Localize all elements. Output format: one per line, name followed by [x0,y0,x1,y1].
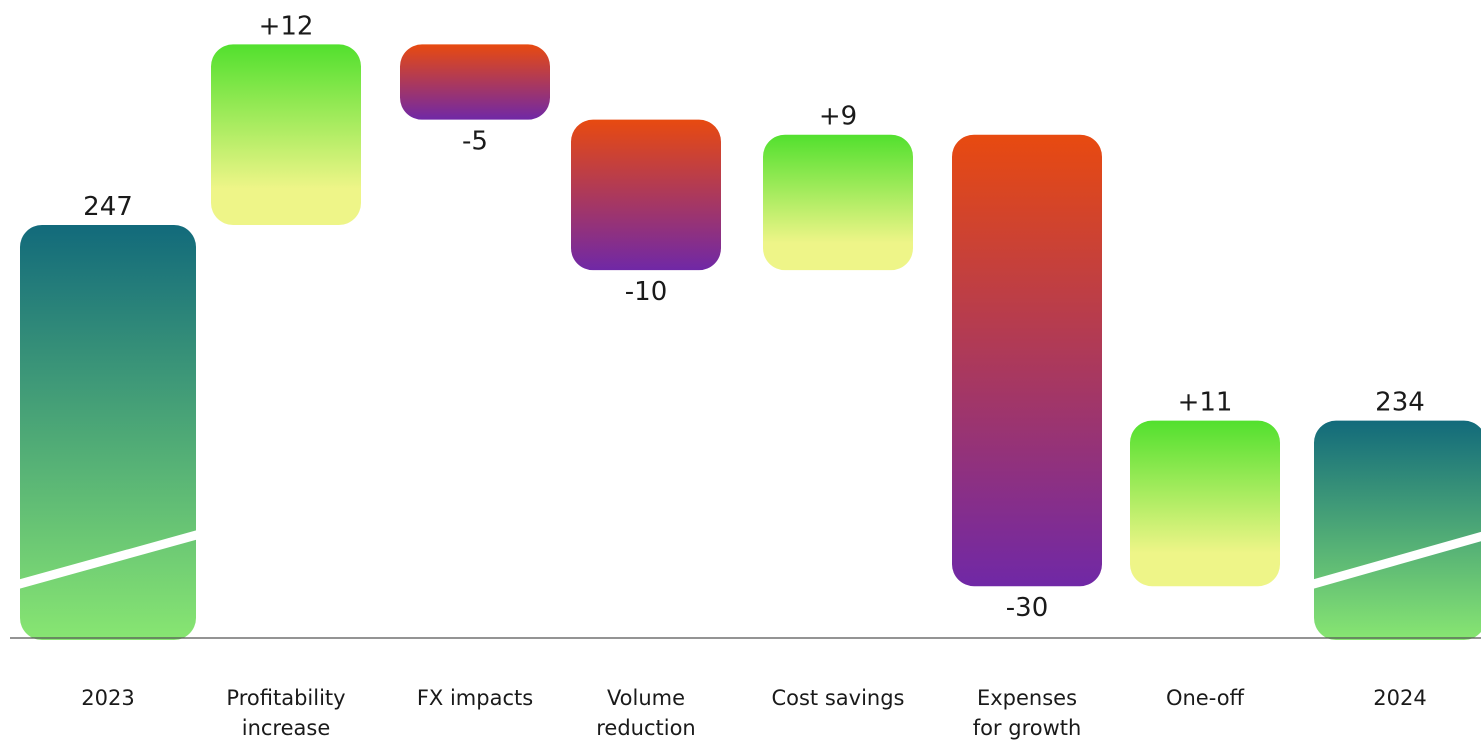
category-label-line: 2023 [81,686,134,710]
category-label-line: reduction [596,716,696,740]
category-label-one-off: One-off [1166,686,1245,710]
category-label-profitability-increase: Profitability increase [226,686,345,740]
bar-cost-savings [763,134,913,271]
category-label-line: Expenses [977,686,1077,710]
category-label-line: One-off [1166,686,1245,710]
value-label-cost-savings: +9 [819,102,857,132]
category-label-line: Profitability [226,686,345,710]
category-label-fx-impacts: FX impacts [417,686,533,710]
bar-profitability-increase [211,44,361,226]
category-label-line: Cost savings [771,686,904,710]
value-label-one-off: +11 [1178,388,1233,418]
value-labels-group: 247 +12 -5 -10 +9 -30 +11 234 [83,11,1425,623]
bar-one-off [1130,420,1280,587]
bar-fx-impacts [400,44,550,120]
bar-2024 [1314,420,1481,640]
category-label-cost-savings: Cost savings [771,686,904,710]
value-label-expenses-for-growth: -30 [1006,593,1048,623]
category-label-line: 2024 [1373,686,1426,710]
value-label-2023: 247 [83,192,133,222]
bars-group [14,44,1481,640]
category-label-line: for growth [973,716,1082,740]
category-labels-group: 2023 Profitability increase FX impacts Volum… [81,686,1426,740]
axis-break-2024 [1308,531,1481,590]
category-label-line: Volume [607,686,685,710]
bar-2023 [20,225,196,640]
value-label-fx-impacts: -5 [462,127,488,157]
category-label-expenses-for-growth: Expenses for growth [973,686,1082,740]
category-label-2023: 2023 [81,686,134,710]
category-label-volume-reduction: Volume reduction [596,686,696,740]
category-label-line: FX impacts [417,686,533,710]
bar-expenses-for-growth [952,134,1102,587]
bar-volume-reduction [571,119,721,271]
axis-break-2023 [14,529,202,590]
value-label-2024: 234 [1375,388,1425,418]
category-label-line: increase [242,716,331,740]
category-label-2024: 2024 [1373,686,1426,710]
value-label-profitability-increase: +12 [259,11,314,41]
value-label-volume-reduction: -10 [625,277,667,307]
